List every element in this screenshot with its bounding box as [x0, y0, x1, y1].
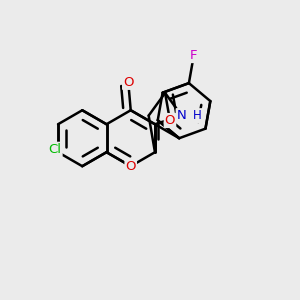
Text: F: F [190, 49, 197, 62]
Text: Cl: Cl [49, 143, 62, 156]
Text: O: O [123, 76, 134, 89]
Text: O: O [165, 114, 175, 127]
Text: N: N [177, 109, 186, 122]
Text: H: H [194, 109, 202, 122]
Text: O: O [125, 160, 136, 173]
